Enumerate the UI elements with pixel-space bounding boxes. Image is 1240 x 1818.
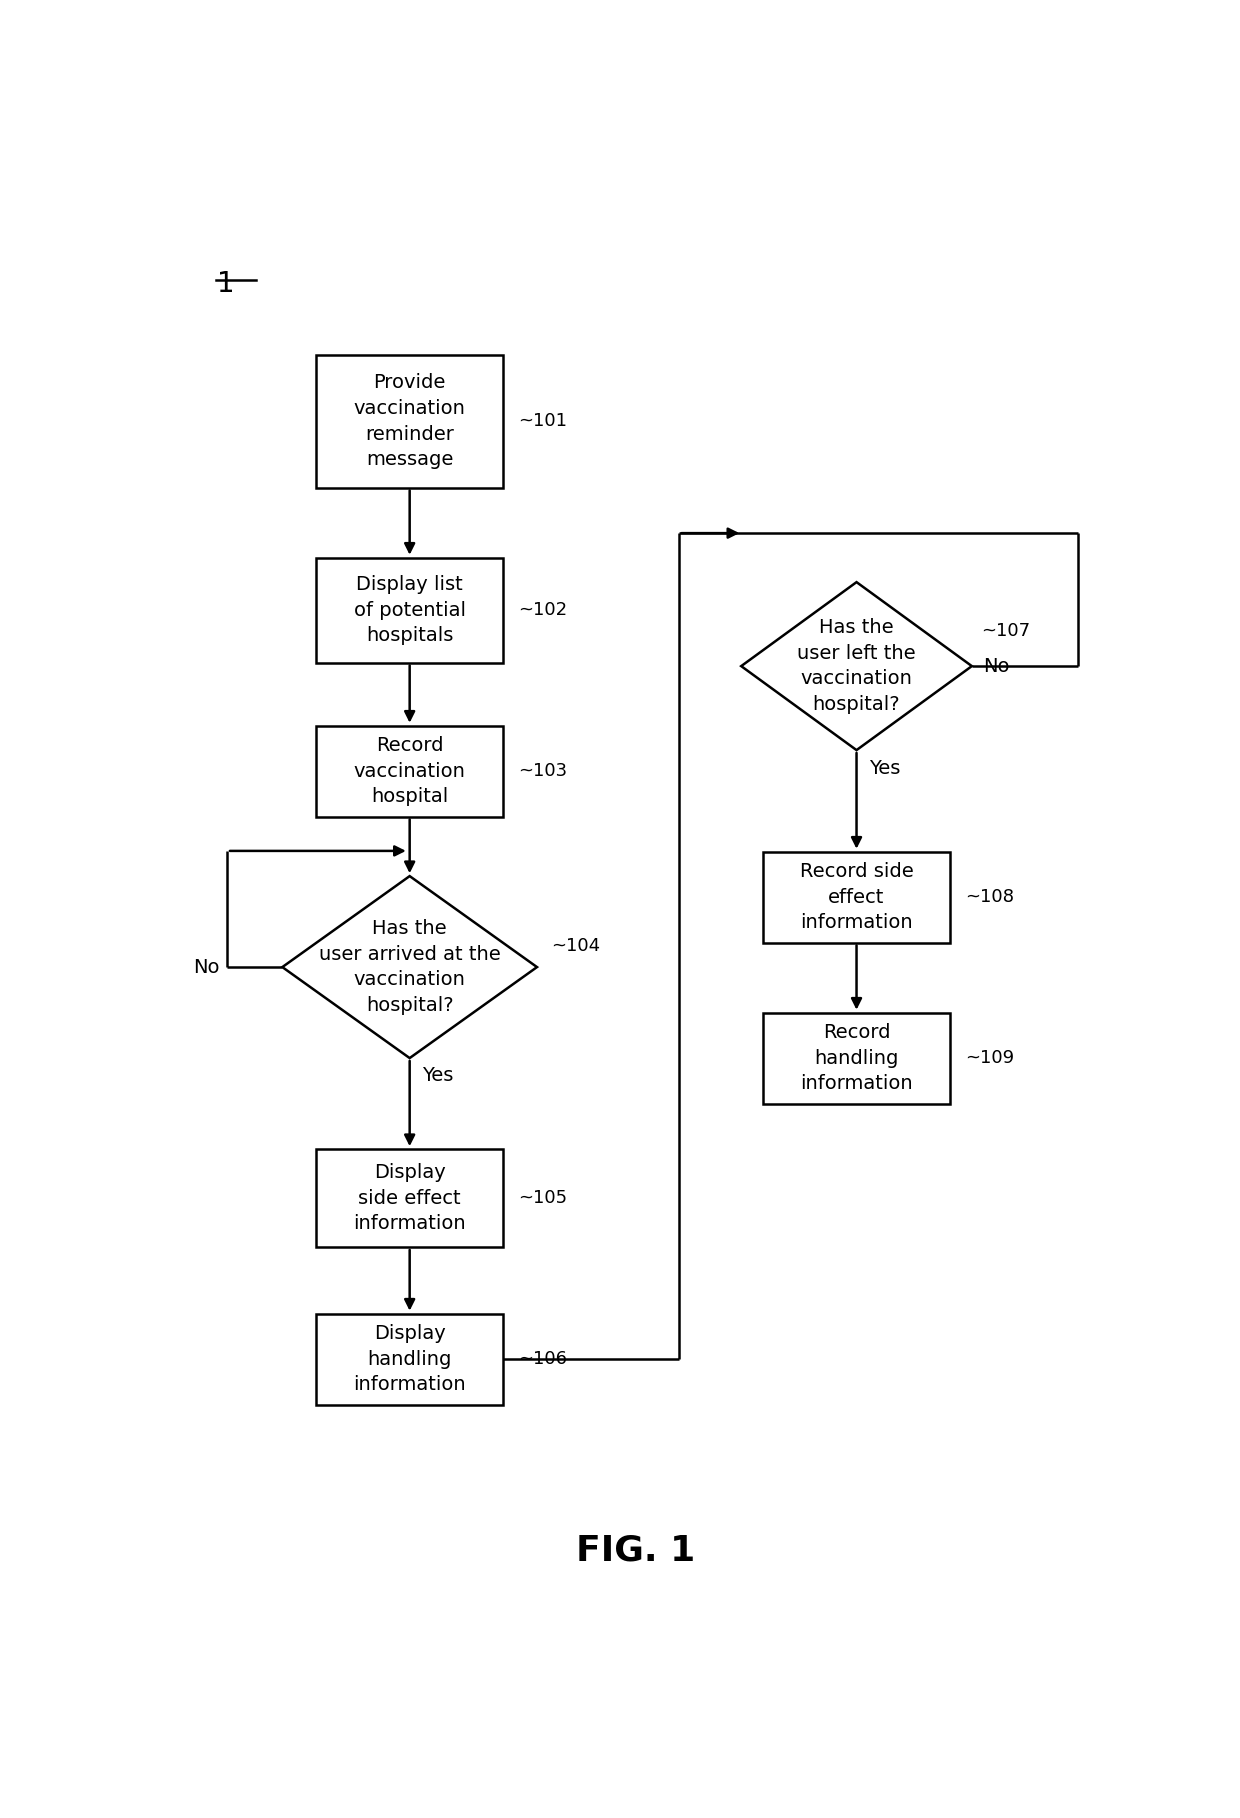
FancyBboxPatch shape	[316, 355, 503, 487]
FancyBboxPatch shape	[316, 1149, 503, 1247]
Text: ~107: ~107	[982, 622, 1030, 640]
Text: ~103: ~103	[518, 762, 567, 780]
Text: No: No	[193, 958, 219, 976]
Text: ~108: ~108	[965, 887, 1013, 905]
Text: ~104: ~104	[552, 936, 600, 954]
Text: Record
handling
information: Record handling information	[800, 1024, 913, 1093]
Text: Has the
user arrived at the
vaccination
hospital?: Has the user arrived at the vaccination …	[319, 918, 501, 1014]
Text: Provide
vaccination
reminder
message: Provide vaccination reminder message	[353, 373, 465, 469]
Text: ~102: ~102	[518, 602, 567, 620]
Text: Yes: Yes	[869, 758, 900, 778]
Text: Record
vaccination
hospital: Record vaccination hospital	[353, 736, 465, 807]
Polygon shape	[283, 876, 537, 1058]
Polygon shape	[742, 582, 972, 751]
Text: Yes: Yes	[422, 1067, 454, 1085]
Text: Display list
of potential
hospitals: Display list of potential hospitals	[353, 574, 466, 645]
Text: 1: 1	[217, 269, 236, 298]
Text: Has the
user left the
vaccination
hospital?: Has the user left the vaccination hospit…	[797, 618, 916, 714]
Text: Display
handling
information: Display handling information	[353, 1324, 466, 1394]
FancyBboxPatch shape	[316, 558, 503, 662]
Text: ~105: ~105	[518, 1189, 567, 1207]
FancyBboxPatch shape	[763, 1013, 950, 1104]
Text: No: No	[983, 656, 1009, 676]
Text: ~106: ~106	[518, 1351, 567, 1369]
Text: Record side
effect
information: Record side effect information	[800, 862, 914, 933]
FancyBboxPatch shape	[316, 1314, 503, 1405]
FancyBboxPatch shape	[763, 851, 950, 942]
Text: ~101: ~101	[518, 413, 567, 431]
FancyBboxPatch shape	[316, 725, 503, 816]
Text: ~109: ~109	[965, 1049, 1014, 1067]
Text: Display
side effect
information: Display side effect information	[353, 1164, 466, 1233]
Text: FIG. 1: FIG. 1	[575, 1534, 696, 1567]
